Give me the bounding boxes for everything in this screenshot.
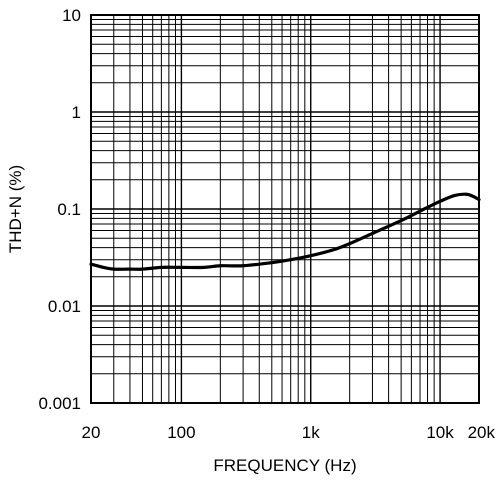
x-tick-label: 10k bbox=[426, 423, 454, 442]
x-tick-label: 20k bbox=[468, 423, 495, 442]
y-tick-labels: 10 1 0.1 0.01 0.001 bbox=[38, 6, 81, 413]
grid-lines bbox=[91, 15, 479, 403]
y-tick-label: 0.001 bbox=[38, 394, 81, 413]
x-tick-label: 1k bbox=[302, 423, 320, 442]
x-axis-label: FREQUENCY (Hz) bbox=[213, 456, 356, 475]
data-series bbox=[89, 192, 481, 271]
y-tick-label: 1 bbox=[72, 103, 81, 122]
x-tick-labels: 20 100 1k 10k 20k bbox=[82, 423, 495, 442]
plot-frame bbox=[90, 14, 480, 404]
y-axis-label: THD+N (%) bbox=[6, 165, 25, 253]
x-tick-label: 100 bbox=[167, 423, 195, 442]
thd-n-curve bbox=[89, 192, 481, 271]
y-tick-label: 10 bbox=[62, 6, 81, 25]
x-tick-label: 20 bbox=[82, 423, 101, 442]
y-tick-label: 0.1 bbox=[57, 200, 81, 219]
y-tick-label: 0.01 bbox=[48, 297, 81, 316]
